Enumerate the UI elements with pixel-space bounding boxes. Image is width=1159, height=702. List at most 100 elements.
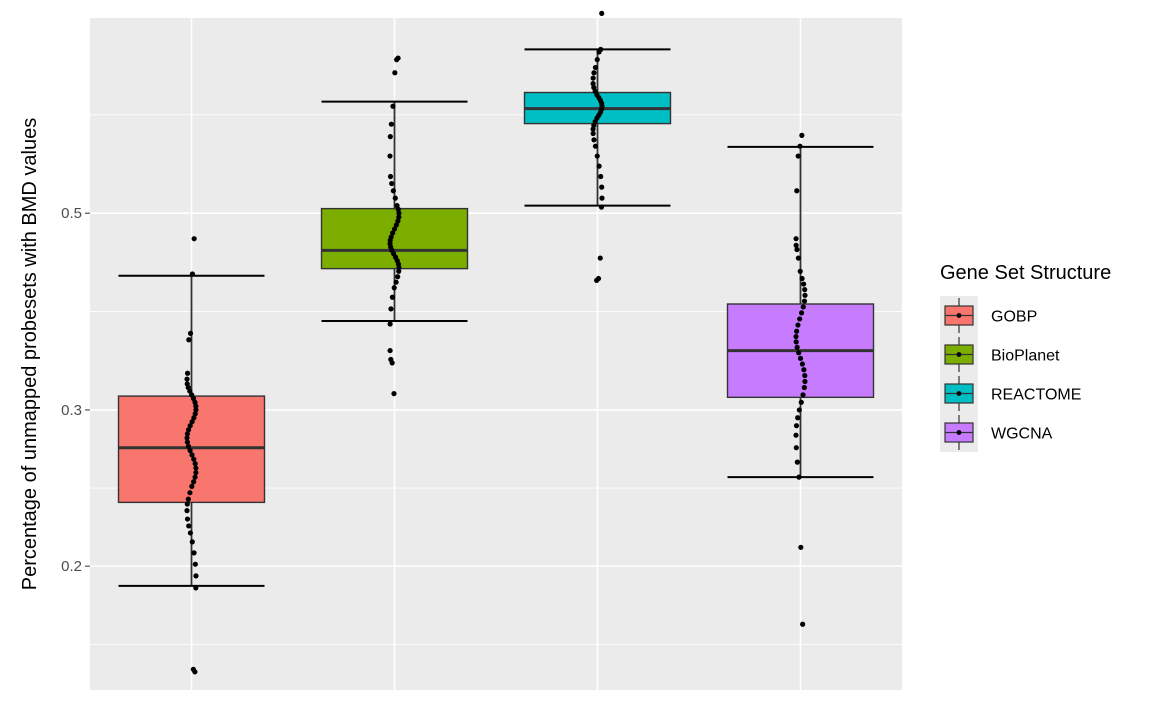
- data-point: [184, 431, 191, 437]
- data-point: [594, 57, 600, 63]
- data-point: [391, 226, 398, 232]
- legend-key-point: [956, 352, 962, 357]
- data-point: [184, 435, 190, 441]
- data-point: [184, 501, 190, 507]
- data-point: [191, 456, 197, 462]
- data-point: [189, 483, 195, 490]
- legend-label: GOBP: [991, 309, 1037, 326]
- data-point: [391, 285, 397, 291]
- data-point: [795, 415, 801, 421]
- data-point: [797, 355, 804, 361]
- data-point: [793, 333, 799, 340]
- data-point: [799, 275, 805, 282]
- data-point: [187, 330, 194, 336]
- data-point: [795, 255, 801, 261]
- data-point: [396, 214, 402, 220]
- data-point: [192, 474, 198, 480]
- data-point: [592, 88, 598, 94]
- data-point: [598, 173, 604, 180]
- data-point: [594, 153, 600, 159]
- data-point: [598, 204, 605, 210]
- data-point: [796, 474, 802, 480]
- y-tick-label: 0.5: [61, 205, 82, 222]
- data-point: [794, 328, 800, 334]
- box-iqr: [320, 207, 469, 270]
- data-point: [795, 322, 801, 328]
- data-point: [800, 392, 806, 398]
- data-point: [801, 367, 807, 373]
- data-point: [392, 70, 398, 76]
- data-point: [394, 202, 400, 209]
- data-point: [192, 669, 198, 675]
- data-point: [395, 274, 401, 280]
- data-point: [793, 423, 800, 429]
- data-point: [189, 539, 195, 545]
- data-point: [396, 210, 402, 216]
- data-point: [187, 447, 193, 454]
- data-point: [392, 195, 398, 201]
- data-point: [387, 321, 393, 327]
- legend: Gene Set Structure GOBP BioPlanet REACTOME…: [940, 262, 1111, 452]
- data-point: [802, 287, 808, 293]
- data-point: [793, 445, 799, 451]
- data-point: [802, 378, 808, 385]
- data-point: [390, 188, 396, 194]
- data-point: [597, 255, 603, 261]
- data-point: [797, 316, 803, 322]
- data-point: [596, 163, 602, 169]
- data-point: [598, 46, 604, 53]
- data-point: [388, 356, 394, 363]
- data-point: [390, 103, 396, 109]
- data-point: [591, 84, 597, 91]
- data-point: [802, 292, 808, 298]
- data-point: [184, 508, 190, 514]
- points-wgcna: [793, 132, 808, 627]
- legend-label: REACTOME: [991, 387, 1081, 404]
- data-point: [591, 137, 597, 143]
- points-bioplanet: [387, 55, 402, 397]
- data-point: [184, 439, 190, 445]
- data-point: [800, 304, 806, 310]
- data-point: [192, 561, 198, 567]
- data-point: [592, 64, 599, 71]
- data-point: [796, 350, 802, 356]
- data-point: [387, 153, 393, 159]
- data-point: [393, 222, 399, 228]
- y-axis-title: Percentage of unmapped probesets with BM…: [19, 118, 41, 591]
- data-point: [185, 427, 192, 433]
- data-point: [794, 246, 800, 253]
- data-point: [185, 496, 191, 502]
- data-point: [191, 479, 197, 485]
- data-point: [187, 530, 194, 536]
- data-point: [796, 407, 802, 413]
- data-point: [191, 236, 197, 242]
- data-point: [184, 381, 190, 387]
- data-point: [189, 419, 195, 425]
- data-point: [193, 469, 199, 476]
- y-axis-ticks: 0.2 0.3 0.5: [61, 205, 90, 575]
- data-point: [186, 337, 192, 343]
- data-point: [795, 153, 801, 159]
- data-point: [794, 188, 800, 194]
- data-point: [390, 230, 396, 236]
- data-point: [191, 550, 197, 556]
- data-point: [387, 173, 394, 180]
- data-point: [590, 130, 596, 137]
- data-point: [193, 585, 199, 591]
- data-point: [800, 621, 806, 627]
- points-layer: [184, 10, 808, 675]
- legend-item-reactome: REACTOME: [940, 374, 1081, 413]
- data-point: [799, 132, 805, 138]
- legend-item-wgcna: WGCNA: [940, 413, 1053, 452]
- data-point: [184, 370, 191, 376]
- data-point: [599, 184, 605, 190]
- data-point: [595, 275, 602, 282]
- data-point: [590, 81, 596, 87]
- data-point: [184, 376, 190, 382]
- data-point: [798, 310, 805, 316]
- data-point: [797, 143, 803, 149]
- data-point: [592, 143, 599, 149]
- points-gobp: [184, 236, 199, 675]
- legend-item-bioplanet: BioPlanet: [940, 335, 1060, 374]
